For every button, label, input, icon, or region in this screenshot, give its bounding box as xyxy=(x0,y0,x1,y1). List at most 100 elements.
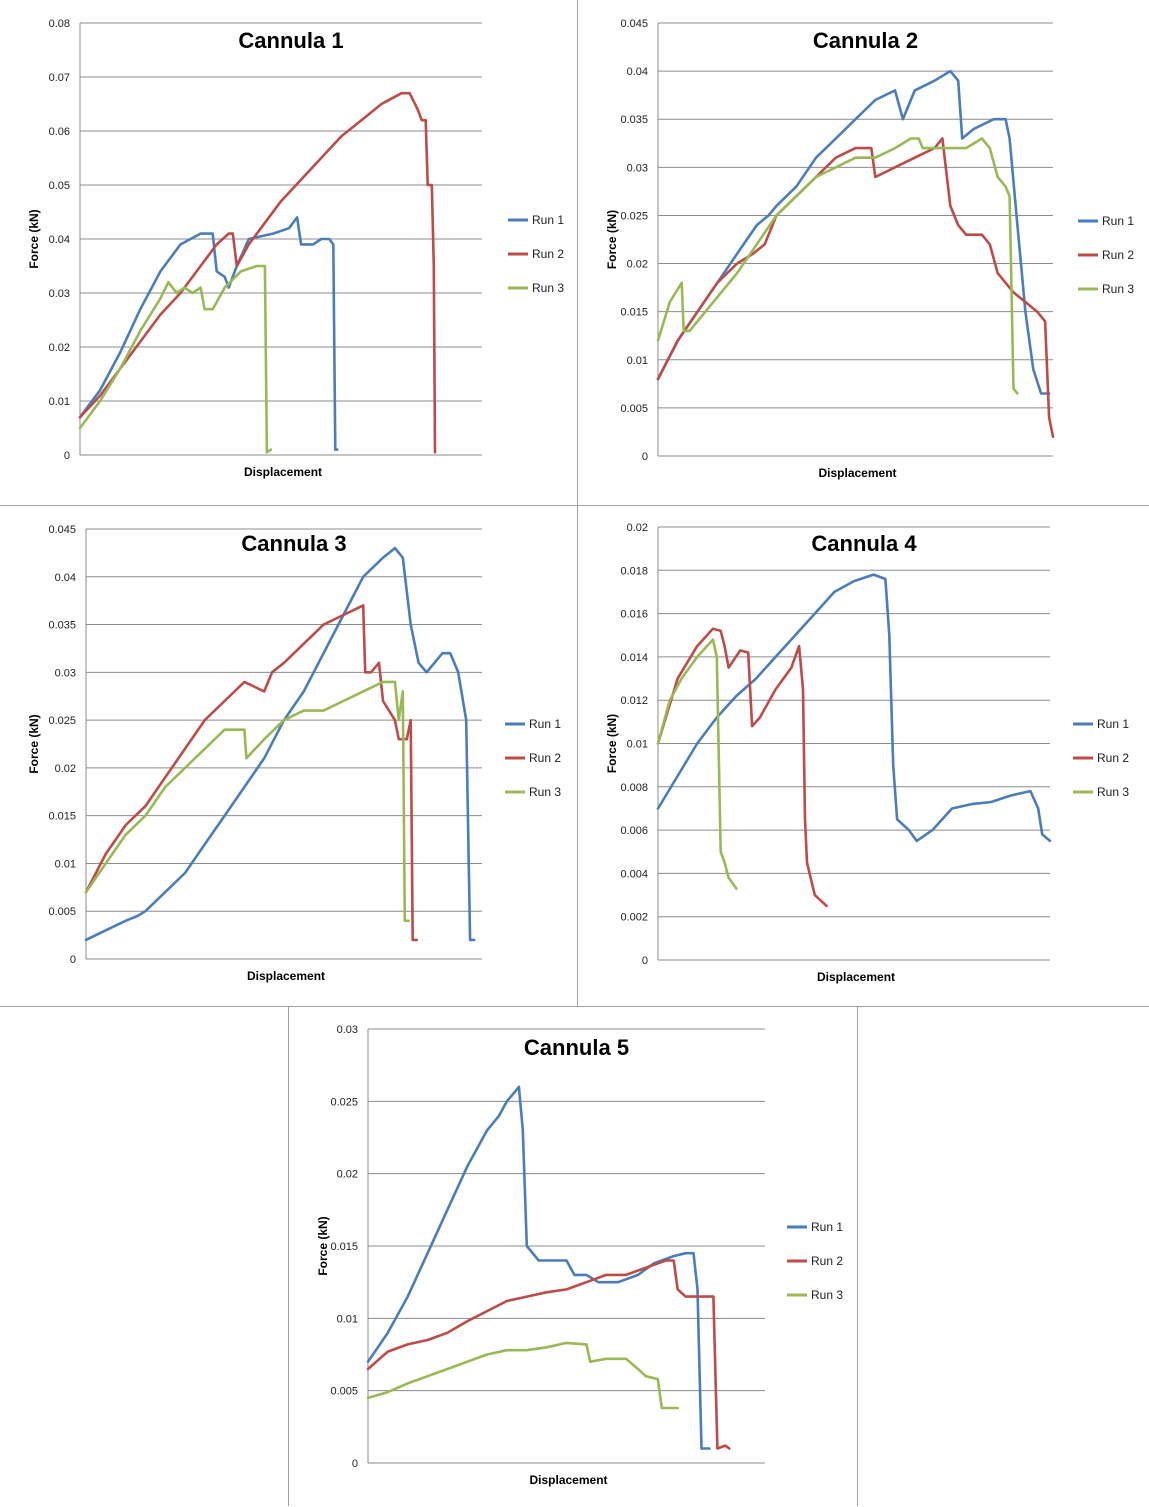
legend-label-run-3: Run 3 xyxy=(529,785,561,799)
series-line-run-1 xyxy=(656,69,1051,395)
panel-divider-vertical-top xyxy=(577,0,578,1006)
y-tick-label: 0.02 xyxy=(49,342,70,354)
chart-title: Cannula 2 xyxy=(813,28,918,53)
chart-panel-cannula-4: 0 0.002 0.004 0.006 0.008 0.01 0.012 0.014 0.016… xyxy=(578,506,1149,1006)
y-tick-label: 0.045 xyxy=(48,524,76,536)
chart-title: Cannula 4 xyxy=(811,531,917,556)
y-tick-label: 0.016 xyxy=(620,609,648,621)
y-tick-label: 0.025 xyxy=(620,210,648,222)
legend-label-run-2: Run 2 xyxy=(532,247,564,261)
y-tick-label: 0.01 xyxy=(627,355,648,367)
legend-label-run-3: Run 3 xyxy=(1097,785,1129,799)
y-axis-label: Force (kN) xyxy=(605,210,619,269)
chart-svg: 0 0.005 0.01 0.015 0.02 0.025 0.03 0.035 0.04 0.0… xyxy=(605,18,1134,480)
y-tick-label: 0.025 xyxy=(48,715,76,727)
x-axis-label: Displacement xyxy=(818,466,896,480)
chart-title: Cannula 3 xyxy=(241,531,346,556)
series-line-run-3 xyxy=(656,638,738,890)
y-tick-label: 0.02 xyxy=(55,763,76,775)
y-tick-label: 0.025 xyxy=(330,1096,358,1108)
y-tick-label: 0.002 xyxy=(620,912,648,924)
y-tick-label: 0.005 xyxy=(620,403,648,415)
y-tick-label: 0.02 xyxy=(337,1169,358,1181)
y-tick-label: 0.04 xyxy=(55,572,76,584)
panel-divider-left-bottom xyxy=(288,1006,289,1506)
series-line-run-3 xyxy=(656,137,1019,395)
panel-divider-horizontal-2 xyxy=(0,1006,1149,1007)
x-axis-label: Displacement xyxy=(247,969,325,983)
y-tick-label: 0.008 xyxy=(620,782,648,794)
series-line-run-1 xyxy=(78,216,339,451)
x-axis-label: Displacement xyxy=(817,970,895,984)
chart-title: Cannula 5 xyxy=(524,1035,629,1060)
series-line-run-1 xyxy=(84,546,476,942)
y-tick-label: 0.03 xyxy=(337,1024,358,1036)
y-axis-label: Force (kN) xyxy=(27,209,41,268)
y-tick-label: 0.03 xyxy=(55,667,76,679)
series-line-run-2 xyxy=(656,627,828,908)
y-tick-label: 0.006 xyxy=(620,825,648,837)
legend-label-run-2: Run 2 xyxy=(529,751,561,765)
legend-label-run-2: Run 2 xyxy=(1102,248,1134,262)
series-line-run-2 xyxy=(78,91,437,454)
legend-label-run-2: Run 2 xyxy=(1097,751,1129,765)
x-axis-label: Displacement xyxy=(529,1473,607,1487)
y-tick-label: 0 xyxy=(64,450,70,462)
chart-panel-cannula-3: 0 0.005 0.01 0.015 0.02 0.025 0.03 0.035 0.04 0.0… xyxy=(0,506,577,1006)
x-axis-label: Displacement xyxy=(244,465,322,479)
y-tick-label: 0 xyxy=(642,955,648,967)
legend-label-run-3: Run 3 xyxy=(811,1288,843,1302)
legend-label-run-1: Run 1 xyxy=(529,717,561,731)
y-tick-label: 0.03 xyxy=(627,162,648,174)
y-tick-label: 0.015 xyxy=(620,307,648,319)
y-tick-label: 0.05 xyxy=(49,180,70,192)
y-tick-label: 0.01 xyxy=(337,1313,358,1325)
y-tick-label: 0.045 xyxy=(620,18,648,30)
series-line-run-1 xyxy=(366,1085,711,1450)
chart-title: Cannula 1 xyxy=(238,28,343,53)
chart-svg: 0 0.005 0.01 0.015 0.02 0.025 0.03 Cannula 5 Dis… xyxy=(316,1024,843,1487)
y-tick-label: 0.01 xyxy=(627,739,648,751)
legend-label-run-2: Run 2 xyxy=(811,1254,843,1268)
y-tick-label: 0.02 xyxy=(627,522,648,534)
legend-label-run-3: Run 3 xyxy=(1102,282,1134,296)
chart-svg: 0 0.01 0.02 0.03 0.04 0.05 0.06 0.07 0.08 Cannula… xyxy=(27,18,564,479)
y-tick-label: 0.02 xyxy=(627,259,648,271)
y-tick-label: 0.004 xyxy=(620,868,648,880)
panel-divider-right-bottom xyxy=(857,1006,858,1506)
legend-label-run-3: Run 3 xyxy=(532,281,564,295)
y-tick-label: 0.08 xyxy=(49,18,70,30)
y-tick-label: 0.018 xyxy=(620,565,648,577)
y-tick-label: 0.014 xyxy=(620,652,648,664)
series-line-run-3 xyxy=(78,264,273,454)
y-axis-label: Force (kN) xyxy=(605,714,619,773)
chart-panel-cannula-1: 0 0.01 0.02 0.03 0.04 0.05 0.06 0.07 0.08 Cannula… xyxy=(0,0,577,505)
series-line-run-2 xyxy=(84,604,418,942)
series-line-run-2 xyxy=(656,137,1055,439)
y-tick-label: 0.04 xyxy=(49,234,70,246)
y-tick-label: 0.04 xyxy=(627,66,648,78)
y-tick-label: 0.035 xyxy=(48,620,76,632)
chart-svg: 0 0.002 0.004 0.006 0.008 0.01 0.012 0.014 0.016… xyxy=(605,522,1129,984)
series-line-run-2 xyxy=(366,1259,731,1450)
legend-label-run-1: Run 1 xyxy=(811,1220,843,1234)
y-tick-label: 0 xyxy=(642,451,648,463)
chart-svg: 0 0.005 0.01 0.015 0.02 0.025 0.03 0.035 0.04 0.0… xyxy=(27,524,561,983)
y-axis-label: Force (kN) xyxy=(316,1216,330,1275)
legend-label-run-1: Run 1 xyxy=(532,213,564,227)
series-line-run-3 xyxy=(84,680,410,923)
y-tick-label: 0.005 xyxy=(330,1386,358,1398)
y-tick-label: 0.012 xyxy=(620,695,648,707)
y-tick-label: 0.01 xyxy=(55,858,76,870)
legend-label-run-1: Run 1 xyxy=(1097,717,1129,731)
y-tick-label: 0.035 xyxy=(620,114,648,126)
panel-divider-horizontal-1 xyxy=(0,505,1149,506)
y-tick-label: 0.005 xyxy=(48,906,76,918)
y-tick-label: 0.06 xyxy=(49,126,70,138)
y-tick-label: 0.01 xyxy=(49,396,70,408)
series-line-run-1 xyxy=(656,573,1052,843)
legend-label-run-1: Run 1 xyxy=(1102,214,1134,228)
y-tick-label: 0 xyxy=(70,954,76,966)
chart-panel-cannula-2: 0 0.005 0.01 0.015 0.02 0.025 0.03 0.035 0.04 0.0… xyxy=(578,0,1149,505)
y-tick-label: 0.03 xyxy=(49,288,70,300)
